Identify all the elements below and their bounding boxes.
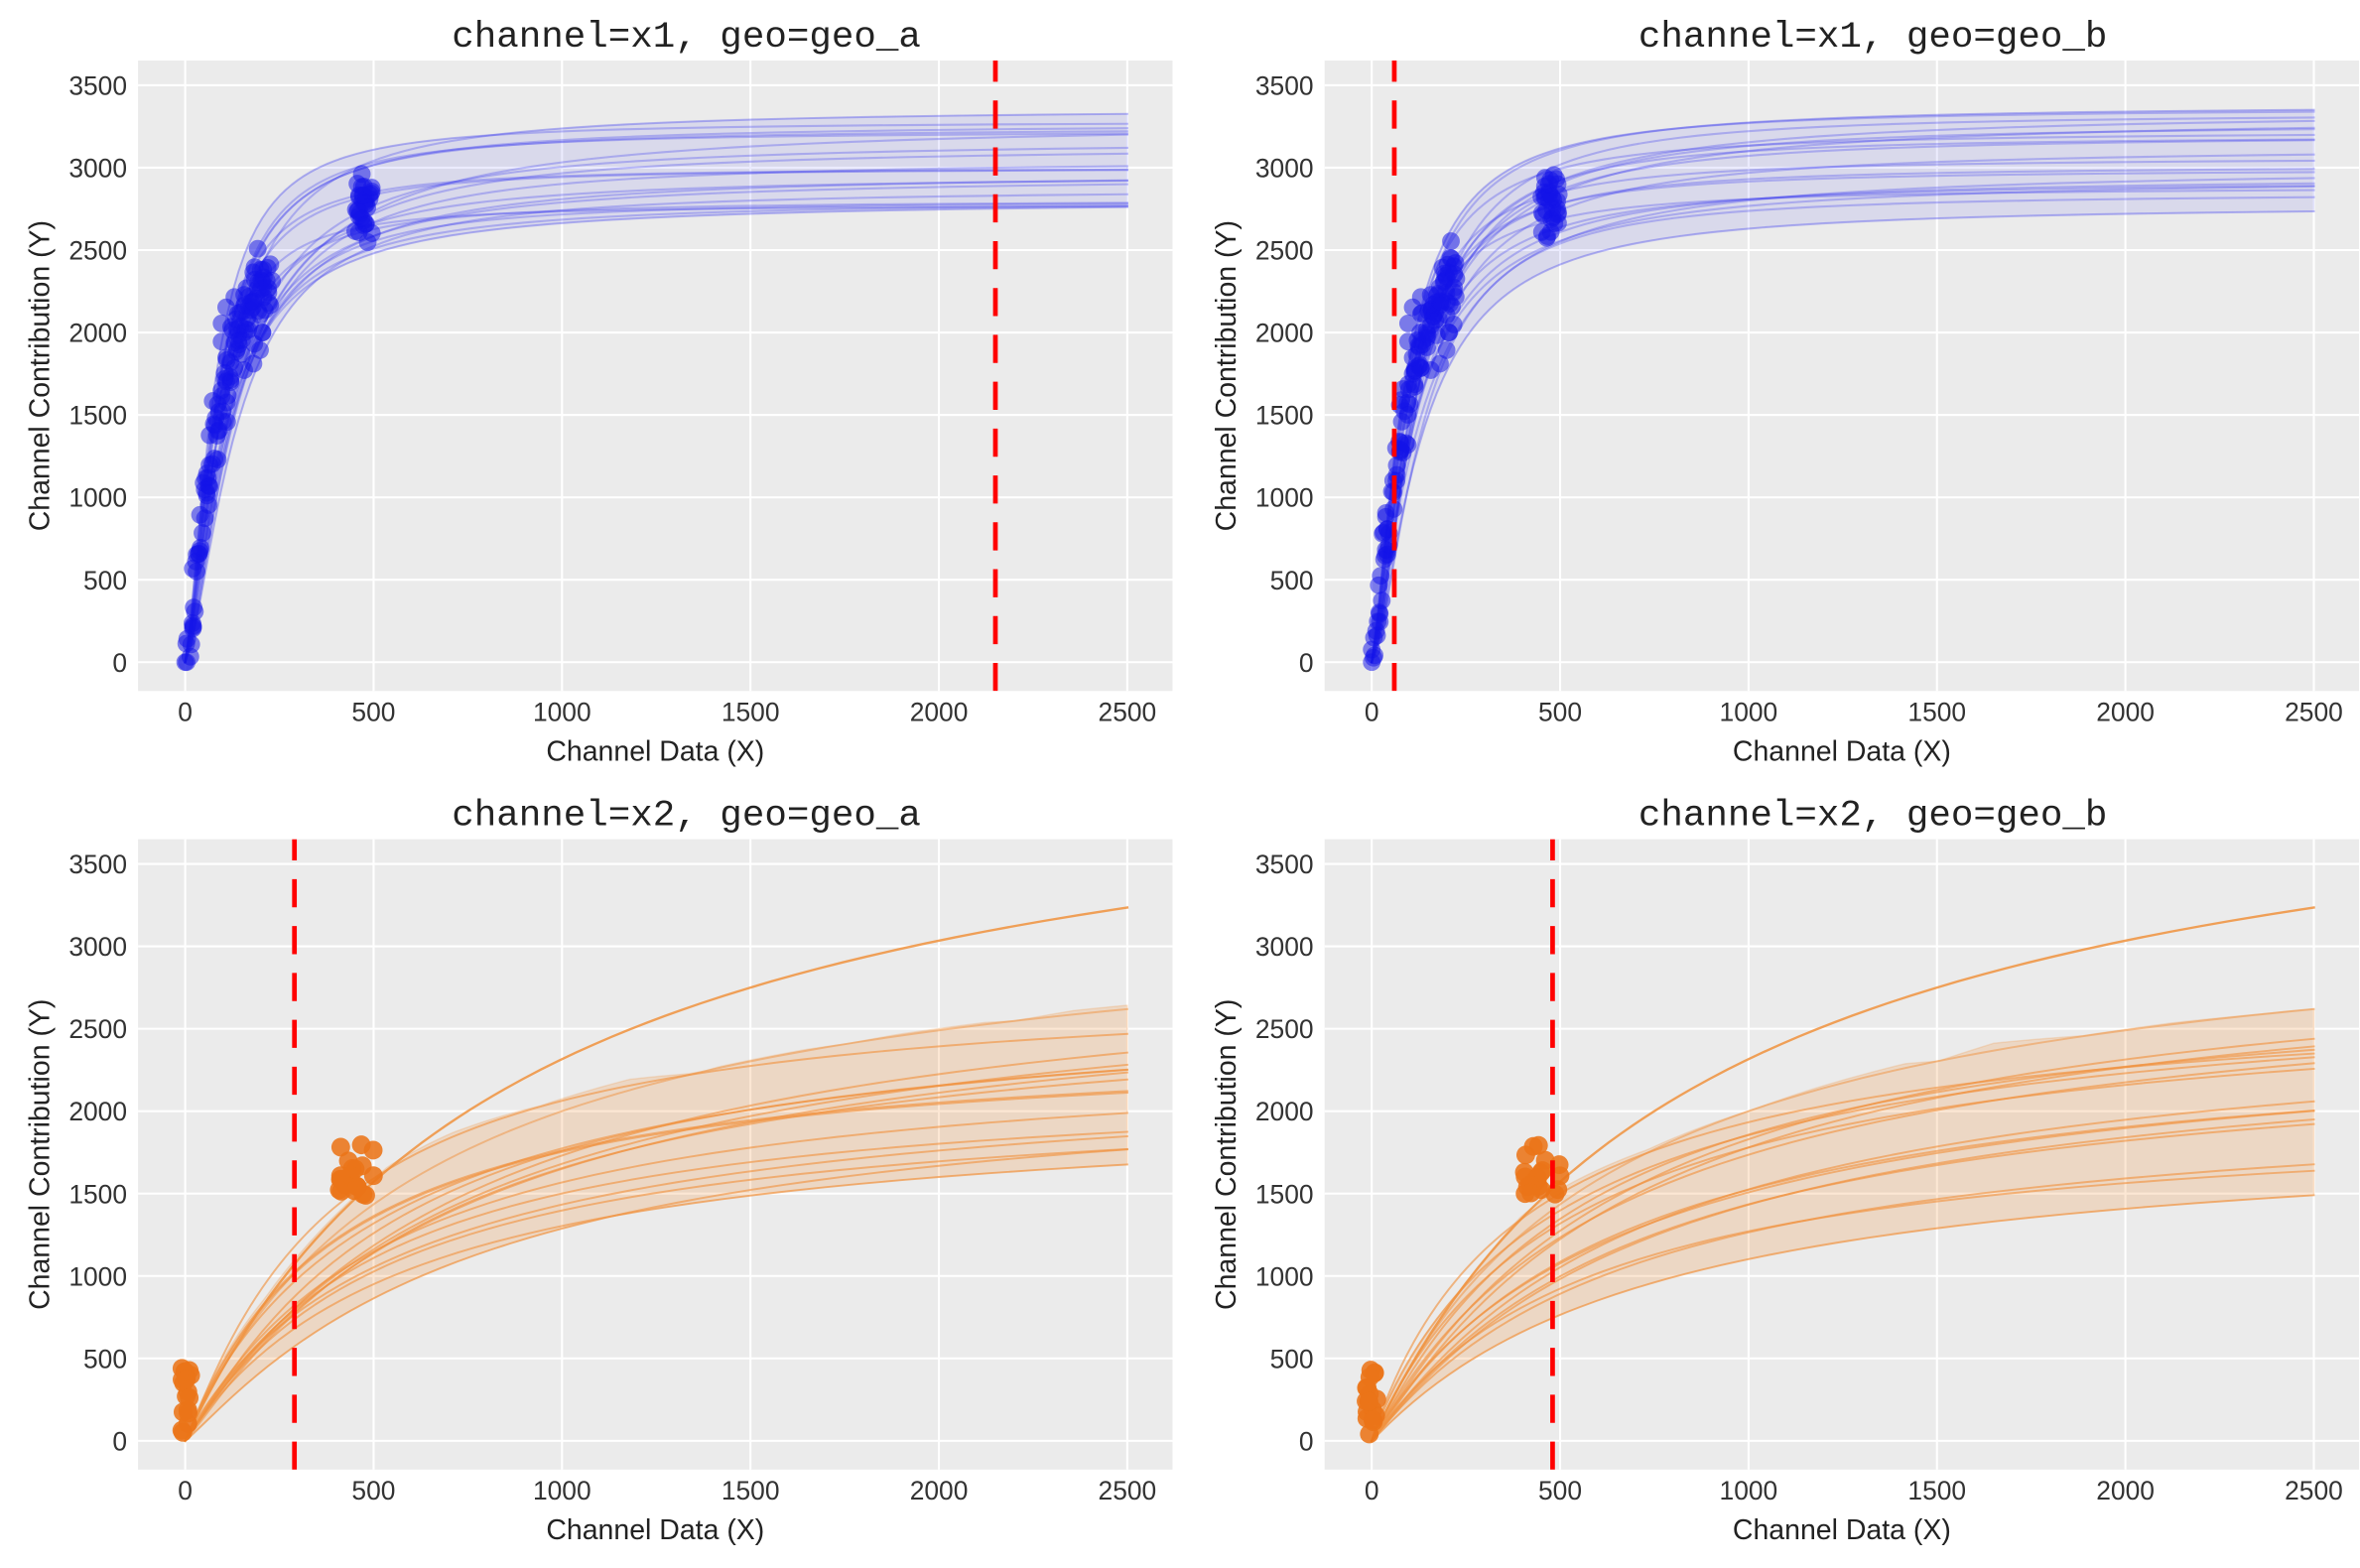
svg-text:3500: 3500 <box>68 70 127 100</box>
svg-text:2000: 2000 <box>2096 1476 2155 1505</box>
svg-text:1500: 1500 <box>68 401 127 431</box>
svg-text:2000: 2000 <box>2096 698 2155 727</box>
svg-text:500: 500 <box>351 698 395 727</box>
svg-text:Channel Data (X): Channel Data (X) <box>1733 736 1951 768</box>
svg-text:500: 500 <box>1270 1344 1314 1373</box>
svg-text:Channel Contribution (Y): Channel Contribution (Y) <box>24 220 56 531</box>
svg-text:0: 0 <box>1299 1426 1314 1456</box>
svg-text:0: 0 <box>1299 648 1314 678</box>
svg-text:3500: 3500 <box>68 849 127 879</box>
svg-text:2000: 2000 <box>68 1097 127 1126</box>
svg-text:1500: 1500 <box>721 1476 780 1505</box>
svg-text:1000: 1000 <box>533 698 591 727</box>
svg-text:1000: 1000 <box>1720 1476 1778 1505</box>
svg-text:3000: 3000 <box>68 154 127 184</box>
svg-text:1500: 1500 <box>721 698 780 727</box>
svg-text:1500: 1500 <box>1255 401 1314 431</box>
svg-text:Channel Data (X): Channel Data (X) <box>546 1514 764 1546</box>
svg-text:1000: 1000 <box>68 1261 127 1291</box>
svg-text:Channel Contribution (Y): Channel Contribution (Y) <box>24 999 56 1310</box>
svg-text:2500: 2500 <box>1099 1476 1157 1505</box>
svg-text:2500: 2500 <box>2285 698 2343 727</box>
svg-text:2500: 2500 <box>68 1014 127 1044</box>
svg-text:Channel Data (X): Channel Data (X) <box>546 736 764 768</box>
svg-text:Channel Contribution (Y): Channel Contribution (Y) <box>1211 999 1243 1310</box>
svg-text:1500: 1500 <box>1907 698 1966 727</box>
svg-text:500: 500 <box>1538 1476 1582 1505</box>
svg-text:channel=x1, geo=geo_b: channel=x1, geo=geo_b <box>1639 17 2108 59</box>
svg-text:1000: 1000 <box>1255 483 1314 513</box>
svg-text:3500: 3500 <box>1255 70 1314 100</box>
svg-text:0: 0 <box>1365 698 1379 727</box>
svg-text:0: 0 <box>178 698 193 727</box>
svg-text:0: 0 <box>178 1476 193 1505</box>
svg-text:Channel Data (X): Channel Data (X) <box>1733 1514 1951 1546</box>
svg-text:Channel Contribution (Y): Channel Contribution (Y) <box>1211 220 1243 531</box>
svg-text:2000: 2000 <box>910 1476 969 1505</box>
svg-text:1000: 1000 <box>533 1476 591 1505</box>
svg-text:0: 0 <box>112 1426 127 1456</box>
svg-text:1500: 1500 <box>68 1179 127 1209</box>
svg-text:2000: 2000 <box>1255 319 1314 348</box>
svg-text:2500: 2500 <box>1255 1014 1314 1044</box>
svg-text:1000: 1000 <box>1720 698 1778 727</box>
svg-text:2500: 2500 <box>2285 1476 2343 1505</box>
svg-text:channel=x2, geo=geo_a: channel=x2, geo=geo_a <box>452 796 921 838</box>
svg-text:500: 500 <box>1538 698 1582 727</box>
svg-text:1500: 1500 <box>1907 1476 1966 1505</box>
svg-text:2500: 2500 <box>1099 698 1157 727</box>
svg-text:3500: 3500 <box>1255 849 1314 879</box>
svg-text:2000: 2000 <box>1255 1097 1314 1126</box>
svg-text:1000: 1000 <box>68 483 127 513</box>
svg-text:2000: 2000 <box>910 698 969 727</box>
svg-text:0: 0 <box>1365 1476 1379 1505</box>
svg-text:3000: 3000 <box>1255 154 1314 184</box>
svg-text:3000: 3000 <box>68 932 127 962</box>
svg-text:0: 0 <box>112 648 127 678</box>
svg-text:500: 500 <box>1270 566 1314 595</box>
svg-text:1000: 1000 <box>1255 1261 1314 1291</box>
svg-text:2000: 2000 <box>68 319 127 348</box>
svg-text:500: 500 <box>351 1476 395 1505</box>
svg-text:500: 500 <box>83 566 127 595</box>
svg-text:2500: 2500 <box>1255 236 1314 266</box>
svg-text:channel=x2, geo=geo_b: channel=x2, geo=geo_b <box>1639 796 2108 838</box>
svg-text:3000: 3000 <box>1255 932 1314 962</box>
svg-text:1500: 1500 <box>1255 1179 1314 1209</box>
svg-text:500: 500 <box>83 1344 127 1373</box>
svg-text:channel=x1, geo=geo_a: channel=x1, geo=geo_a <box>452 17 921 59</box>
svg-text:2500: 2500 <box>68 236 127 266</box>
